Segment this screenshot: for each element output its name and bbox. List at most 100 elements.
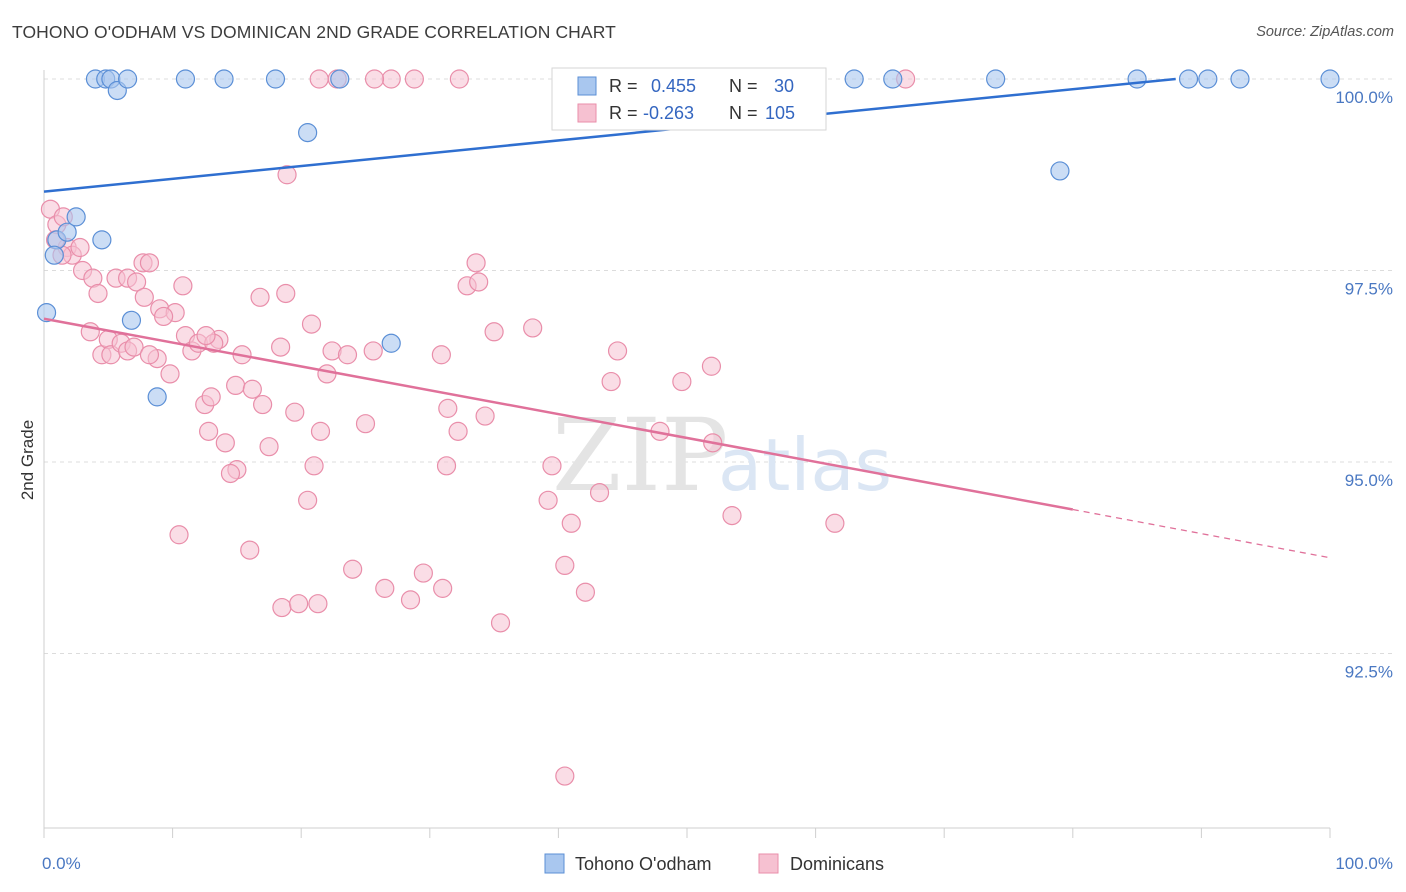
data-point-tohono [57,222,77,242]
legend-n-label-2: N = [729,103,758,123]
legend-n-value-2: 105 [765,103,795,123]
data-point-dominicans [304,456,324,476]
data-point-dominicans [220,463,241,484]
data-point-dominicans [124,337,144,357]
data-point-dominicans [215,433,235,453]
series-dominicans-points [40,69,916,786]
bottom-legend-label-dominicans: Dominicans [790,854,884,874]
watermark-zip: ZIP [552,397,728,514]
x-tick-label: 0.0% [42,854,81,873]
data-point-dominicans [153,306,174,327]
watermark-atlas: atlas [718,423,892,507]
legend-r-value-2: -0.263 [643,103,694,123]
data-point-dominicans [607,341,628,361]
data-point-dominicans [722,506,742,526]
data-point-dominicans [672,371,692,392]
data-point-dominicans [277,165,297,185]
data-point-dominicans [199,421,219,441]
data-point-tohono [1198,69,1218,89]
data-point-dominicans [404,69,424,89]
data-point-dominicans [139,345,160,365]
data-point-dominicans [272,597,292,618]
data-point-dominicans [317,364,337,384]
data-point-dominicans [343,559,363,579]
data-point-dominicans [134,287,154,307]
data-point-dominicans [523,318,543,338]
legend-swatch-pink [577,103,597,123]
y-tick-label: 92.5% [1345,663,1393,682]
data-point-dominicans [433,578,453,598]
data-point-dominicans [139,253,160,273]
data-point-tohono [117,69,138,89]
data-point-dominicans [196,326,216,346]
bottom-legend-label-tohono: Tohono O'odham [575,854,712,874]
y-tick-label: 100.0% [1335,88,1393,107]
data-point-dominicans [88,283,108,304]
data-point-dominicans [259,437,279,457]
data-point-tohono [1230,69,1250,89]
data-point-dominicans [301,314,322,334]
data-point-dominicans [490,613,511,633]
data-point-dominicans [413,563,433,583]
data-point-dominicans [309,69,329,89]
chart-source: Source: ZipAtlas.com [1256,24,1394,40]
data-point-dominicans [160,364,180,384]
axis-layer: 92.5% 95.0% 97.5% 100.0% 0.0% 100.0% 2nd Grade [18,70,1393,873]
data-point-dominicans [538,490,558,510]
legend-n-label-1: N = [729,76,758,96]
legend-n-value-1: 30 [774,76,794,96]
data-point-tohono [121,310,142,330]
data-point-dominicans [70,237,90,258]
data-point-tohono [844,69,864,89]
data-point-tohono [330,69,350,89]
y-tick-label: 95.0% [1345,471,1393,490]
data-point-dominicans [253,394,273,415]
data-point-dominicans [355,414,376,434]
data-point-tohono [66,207,86,227]
data-point-dominicans [226,375,246,395]
y-axis-label: 2nd Grade [18,420,37,500]
series-legend: Tohono O'odham Dominicans [544,853,884,874]
data-point-tohono [1050,161,1070,181]
data-point-dominicans [825,513,845,533]
chart-title: TOHONO O'ODHAM VS DOMINICAN 2ND GRADE CO… [12,22,616,42]
data-point-dominicans [173,276,193,296]
data-point-dominicans [589,483,610,503]
data-point-dominicans [126,272,147,292]
series-tohono-points [36,69,1340,407]
trend-line-dominicans [43,317,1074,511]
watermark: ZIP atlas [552,397,892,514]
data-point-dominicans [310,421,331,441]
data-point-tohono [1127,69,1147,89]
data-point-dominicans [201,387,221,407]
legend-r-label-2: R = [609,103,638,123]
data-point-dominicans [436,456,457,476]
data-point-dominicans [298,490,318,510]
data-point-dominicans [250,287,270,307]
data-point-tohono [175,69,196,89]
data-point-dominicans [701,356,722,376]
data-point-dominicans [448,421,468,441]
data-point-dominicans [466,253,486,273]
data-point-dominicans [575,582,596,602]
y-tick-label: 97.5% [1345,280,1393,299]
data-point-tohono [1320,69,1340,89]
trend-line-tohono [43,77,1176,193]
data-point-dominicans [542,456,562,476]
data-point-tohono [147,387,167,407]
data-point-dominicans [169,525,189,545]
data-point-tohono [44,245,64,265]
bottom-legend-swatch-pink [758,853,779,874]
data-point-dominicans [431,345,451,365]
legend-r-value-1: 0.455 [651,76,696,96]
data-point-dominicans [289,594,309,614]
data-point-tohono [36,303,57,323]
data-point-dominicans [276,283,296,304]
data-point-dominicans [271,337,291,357]
data-point-tohono [381,333,401,353]
data-point-dominicans [555,555,575,576]
data-point-dominicans [242,379,262,399]
stats-legend-box [551,67,827,131]
data-point-tohono [1178,69,1199,89]
data-point-dominicans [363,341,383,361]
